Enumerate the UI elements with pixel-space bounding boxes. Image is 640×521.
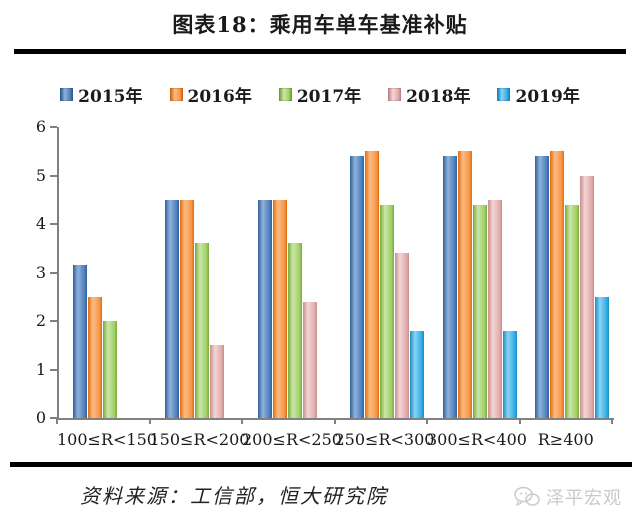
y-axis-tick (50, 417, 57, 419)
bar-2016年-250≤R<300 (365, 151, 380, 418)
bar-2017年-200≤R<250 (287, 243, 302, 418)
x-axis-tick (611, 418, 613, 424)
bar-2017年-150≤R<200 (195, 243, 210, 418)
bar-2016年-R≥400 (550, 151, 565, 418)
x-axis-tick (333, 418, 336, 424)
bar-2017年-250≤R<300 (380, 204, 395, 418)
legend-item-2016年: 2016年 (169, 82, 252, 107)
bar-2017年-100≤R<150 (102, 321, 117, 418)
y-axis-tick-label: 5 (35, 165, 46, 185)
y-axis-tick (50, 320, 57, 322)
x-axis-category-label: 250≤R<300 (334, 430, 435, 449)
y-axis-tick-label: 2 (35, 311, 46, 330)
bar-2019年-250≤R<300 (410, 330, 425, 418)
chart-legend: 2015年 2016年 2017年 2018年 2019年 (0, 82, 640, 107)
legend-label: 2015年 (78, 87, 143, 107)
x-axis-category-label: R≥400 (537, 430, 594, 449)
x-axis-category-label: 100≤R<150 (57, 430, 157, 449)
legend-item-2019年: 2019年 (497, 82, 580, 107)
legend-item-2017年: 2017年 (278, 82, 362, 107)
bar-2015年-150≤R<200 (165, 199, 180, 418)
bar-2019年-R≥400 (595, 296, 610, 418)
bar-2018年-250≤R<300 (395, 253, 410, 418)
bar-2016年-100≤R<150 (87, 296, 102, 418)
legend-label: 2016年 (187, 87, 252, 107)
x-axis-tick (56, 418, 58, 424)
x-axis-category-label: 300≤R<400 (427, 430, 527, 449)
y-axis-tick-label: 1 (35, 359, 46, 379)
legend-swatch (278, 88, 292, 101)
legend-swatch (60, 88, 74, 101)
y-axis-tick-label: 0 (35, 408, 46, 427)
wechat-icon (514, 486, 540, 508)
bar-2015年-200≤R<250 (257, 199, 272, 418)
bar-2018年-150≤R<200 (210, 345, 225, 418)
bar-2015年-300≤R<400 (442, 156, 457, 418)
legend-label: 2019年 (515, 87, 580, 107)
source-note: 资料来源：工信部，恒大研究院 (80, 484, 388, 508)
legend-swatch (169, 88, 183, 101)
bar-2017年-300≤R<400 (472, 204, 487, 418)
bar-chart: 0 1 2 3 4 5 6 100≤R<150 150≤R<200 200≤R<250 250≤R<… (0, 115, 640, 465)
legend-label: 2018年 (406, 87, 471, 107)
x-axis-tick (426, 418, 428, 424)
y-axis-tick (50, 223, 57, 225)
legend-item-2015年: 2015年 (60, 82, 143, 107)
bar-2016年-300≤R<400 (457, 151, 472, 418)
y-axis-tick-label: 4 (35, 214, 46, 233)
bar-2016年-200≤R<250 (272, 199, 287, 418)
bar-2017年-R≥400 (565, 204, 580, 418)
x-axis-category-label: 200≤R<250 (242, 430, 342, 449)
brand-watermark: 泽平宏观 (514, 484, 622, 510)
x-axis-category-label: 150≤R<200 (149, 430, 250, 449)
brand-name: 泽平宏观 (546, 488, 622, 509)
y-axis-tick (50, 368, 57, 371)
legend-label: 2017年 (296, 87, 362, 107)
y-axis-tick (50, 174, 57, 177)
title-divider (14, 49, 626, 54)
bar-2015年-R≥400 (535, 156, 550, 418)
x-axis-tick (518, 418, 521, 424)
x-axis-tick (241, 418, 243, 424)
plot-area (57, 127, 614, 420)
bar-2018年-R≥400 (580, 175, 595, 418)
y-axis-tick-label: 6 (35, 117, 46, 136)
legend-item-2018年: 2018年 (388, 82, 470, 107)
bar-2015年-250≤R<300 (350, 156, 365, 418)
y-axis-tick (50, 271, 57, 274)
bar-2019年-300≤R<400 (502, 330, 517, 418)
bar-2018年-200≤R<250 (302, 301, 317, 418)
bar-2018年-300≤R<400 (487, 199, 502, 418)
bar-2015年-100≤R<150 (72, 265, 87, 418)
y-axis-tick-label: 3 (35, 262, 46, 282)
legend-swatch (388, 88, 402, 101)
bar-2016年-150≤R<200 (180, 199, 195, 418)
legend-swatch (497, 88, 511, 101)
x-axis-tick (148, 418, 151, 424)
y-axis-tick (50, 126, 57, 128)
footer-divider (10, 462, 632, 467)
chart-title: 图表18：乘用车单车基准补贴 (172, 12, 468, 37)
